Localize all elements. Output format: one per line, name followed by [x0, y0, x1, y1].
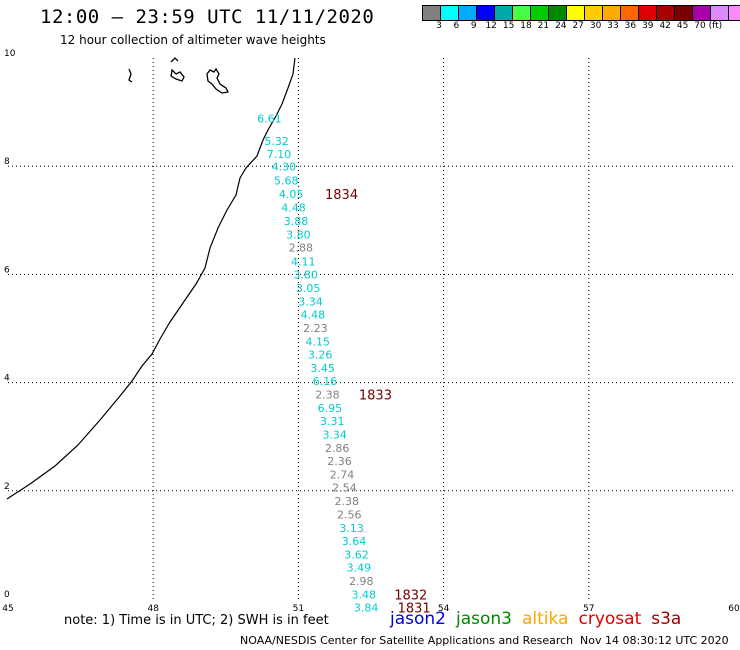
y-tick-label: 8	[4, 157, 10, 167]
wave-height-label: 2.56	[337, 509, 362, 522]
wave-height-label: 3.34	[298, 295, 323, 308]
wave-height-label: 4.30	[272, 161, 297, 174]
wave-height-label: 5.68	[274, 174, 299, 187]
chart-subtitle: 12 hour collection of altimeter wave hei…	[60, 33, 326, 47]
y-tick-label: 0	[4, 590, 10, 600]
wave-height-label: 3.45	[310, 362, 335, 375]
wave-height-label: 3.88	[284, 215, 309, 228]
wave-height-label: 2.86	[325, 442, 350, 455]
color-scale-label: 36	[624, 21, 637, 31]
wave-height-label: 4.05	[279, 188, 304, 201]
wave-height-label: 3.62	[344, 549, 369, 562]
wave-height-label: 2.54	[332, 482, 357, 495]
pass-time-label: 1834	[325, 188, 358, 203]
color-scale-unit: (ft)	[708, 21, 723, 31]
x-tick-label: 51	[293, 604, 304, 614]
wave-height-label: 2.98	[349, 575, 374, 588]
legend-item-cryosat: cryosat	[578, 609, 642, 629]
wave-height-label: 4.15	[306, 335, 331, 348]
wave-height-label: 3.26	[308, 348, 333, 361]
wave-height-label: 3.80	[293, 268, 318, 281]
y-tick-label: 6	[4, 265, 10, 275]
color-scale-label: 30	[589, 21, 602, 31]
wave-height-label: 2.88	[289, 241, 314, 254]
color-scale-label: 42	[659, 21, 671, 31]
wave-height-label: 3.84	[354, 602, 379, 615]
pass-time-label: 1832	[394, 589, 427, 604]
legend-item-jason3: jason3	[456, 609, 512, 629]
axis-tick-labels: 45 48 51 54 57 60 0 2 4 6 8 10	[2, 49, 740, 614]
color-scale-label: 15	[502, 21, 515, 31]
color-scale-label: 45	[676, 21, 689, 31]
wave-height-labels: 6.615.327.104.305.684.054.483.883.802.88…	[257, 113, 378, 615]
wave-height-label: 5.32	[264, 135, 289, 148]
footnote: note: 1) Time is in UTC; 2) SWH is in fe…	[64, 613, 329, 628]
legend-item-jason2: jason2	[390, 609, 446, 629]
wave-height-label: 3.05	[296, 282, 321, 295]
y-tick-label: 2	[4, 482, 10, 492]
x-tick-label: 45	[2, 604, 13, 614]
legend-item-s3a: s3a	[651, 609, 682, 629]
satellite-legend: jason2 jason3 altika cryosat s3a	[390, 609, 681, 629]
color-scale-label: 21	[537, 21, 550, 31]
color-scale-label: 12	[485, 21, 497, 31]
color-scale-label: 39	[642, 21, 654, 31]
wave-height-label: 3.49	[347, 562, 372, 575]
wave-height-label: 2.36	[327, 455, 352, 468]
island-socotra-west	[128, 68, 133, 83]
lat-lon-grid	[8, 58, 734, 599]
color-scale-label: 24	[555, 21, 567, 31]
wave-height-label: 6.95	[318, 402, 343, 415]
chart-title: 12:00 – 23:59 UTC 11/11/2020	[40, 6, 375, 28]
color-scale-label: 70	[694, 21, 706, 31]
color-swatch	[728, 5, 740, 21]
y-tick-label: 4	[4, 374, 10, 384]
wave-height-label: 3.31	[320, 415, 345, 428]
wave-height-label: 3.64	[342, 535, 367, 548]
wave-height-label: 2.23	[303, 322, 328, 335]
island-cluster	[128, 57, 229, 94]
wave-height-label: 6.16	[313, 375, 338, 388]
generated-timestamp: Nov 14 08:30:12 UTC 2020	[580, 634, 729, 647]
wave-height-label: 3.34	[322, 429, 347, 442]
color-scale-label: 27	[572, 21, 584, 31]
island-socotra-north	[170, 57, 179, 63]
island-socotra-mid	[170, 68, 185, 82]
pass-time-label: 1831	[398, 602, 431, 617]
y-tick-label: 10	[4, 49, 16, 59]
credit-line: NOAA/NESDIS Center for Satellite Applica…	[240, 634, 574, 647]
wave-height-label: 2.74	[330, 469, 355, 482]
x-tick-label: 48	[147, 604, 159, 614]
wave-height-label: 4.11	[291, 255, 316, 268]
color-scale-label: 33	[607, 21, 619, 31]
pass-time-label: 1833	[359, 389, 392, 404]
wave-height-label: 6.61	[257, 113, 282, 126]
wave-height-label: 4.48	[281, 201, 306, 214]
wave-height-label: 2.38	[315, 389, 340, 402]
wave-height-label: 3.13	[339, 522, 364, 535]
wave-height-label: 4.48	[301, 308, 326, 321]
color-scale-label: 9	[470, 21, 477, 31]
island-socotra-east	[206, 67, 229, 94]
legend-item-altika: altika	[522, 609, 569, 629]
x-tick-label: 54	[438, 604, 450, 614]
x-tick-label: 57	[583, 604, 594, 614]
color-scale-label: 3	[436, 21, 442, 31]
color-scale-bar	[422, 5, 740, 21]
x-tick-label: 60	[728, 604, 740, 614]
wave-height-label: 2.38	[335, 495, 360, 508]
color-scale-labels: 3 6 9 12 15 18 21 24 27 30 33 36 39 42 45 70 (ft)	[422, 21, 740, 33]
wave-height-label: 7.10	[267, 148, 292, 161]
color-scale-label: 6	[453, 21, 460, 31]
wave-height-label: 3.48	[351, 589, 376, 602]
coastline	[6, 57, 296, 500]
color-scale-label: 18	[520, 21, 532, 31]
wave-height-label: 3.80	[286, 228, 311, 241]
